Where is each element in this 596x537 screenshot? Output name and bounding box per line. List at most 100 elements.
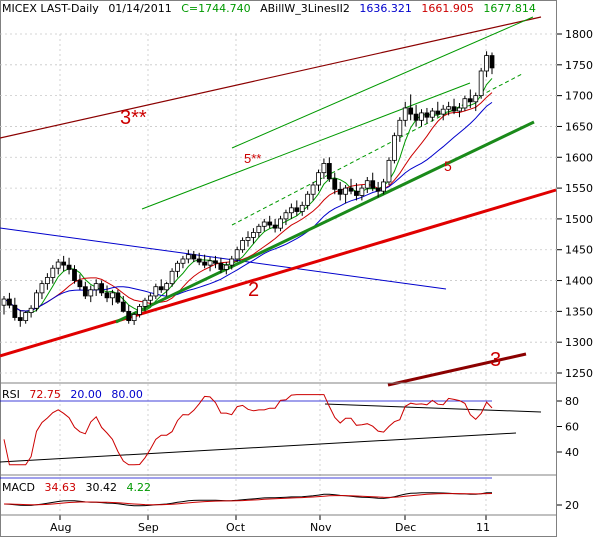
candle-body (39, 283, 45, 294)
price-tick-label: 1250 (565, 367, 593, 380)
candle-body (12, 304, 18, 318)
candle-body (120, 301, 126, 312)
candle-body (213, 260, 218, 264)
candle-body (408, 107, 414, 115)
price-tick-label: 1450 (565, 244, 593, 257)
candle-body (180, 258, 186, 264)
candle-body (185, 254, 191, 260)
header-ind-value-green: 1677.814 (483, 2, 536, 15)
candle-body (457, 107, 462, 112)
candle-body (321, 163, 327, 174)
moving-average-lines (3, 78, 493, 314)
candle-body (126, 310, 132, 322)
candle-body (256, 225, 262, 233)
candle-body (93, 283, 99, 291)
price-tick-label: 1300 (565, 336, 593, 349)
candle-body (175, 262, 180, 272)
candle-body (229, 258, 235, 266)
rsi-trend-line-lower (0, 432, 517, 463)
candle-body (435, 110, 441, 115)
candle-body (294, 207, 300, 212)
x-axis-labels: Aug Sep Oct Nov Dec 11 (50, 34, 490, 534)
rsi-axis-labels: 40 60 80 (557, 395, 579, 459)
price-tick-label: 1750 (565, 59, 593, 72)
annotation-3stars: 3** (120, 107, 147, 129)
candle-body (110, 292, 115, 299)
candle-body (326, 163, 332, 180)
rsi-value: 72.75 (29, 388, 61, 401)
candle-body (316, 172, 321, 186)
candle-body (343, 187, 349, 195)
rsi-label: RSI (2, 388, 20, 401)
header-ind-value-red: 1661.905 (421, 2, 474, 15)
candle-body (104, 292, 110, 299)
rsi-tick-label: 80 (565, 395, 579, 408)
candle-body (1, 298, 7, 306)
candle-body (462, 98, 468, 109)
price-tick-label: 1550 (565, 182, 593, 195)
candle-body (23, 312, 29, 322)
candle-body (381, 181, 386, 192)
macd-v3: 4.22 (126, 481, 151, 494)
candle-body (82, 286, 88, 297)
x-tick-label: Nov (310, 521, 332, 534)
ma-green (3, 78, 493, 314)
price-tick-label: 1400 (565, 275, 593, 288)
candle-body (142, 299, 148, 307)
candle-body (299, 204, 305, 212)
rsi-lower: 20.00 (70, 388, 102, 401)
price-tick-label: 1800 (565, 28, 593, 41)
candle-body (17, 317, 23, 322)
candle-body (451, 106, 457, 112)
annotation-5: 5 (444, 158, 452, 174)
candle-body (169, 270, 175, 285)
candle-body (370, 180, 376, 189)
candle-body (267, 221, 273, 226)
candle-body (240, 240, 245, 251)
x-tick-label: Oct (226, 521, 246, 534)
candle-body (72, 269, 77, 281)
candle-body (489, 55, 495, 69)
candle-body (196, 258, 202, 263)
rsi-panel (0, 394, 542, 466)
rsi-trend-line-upper (324, 403, 542, 413)
channel-upper-green (231, 16, 534, 149)
candle-body (272, 224, 278, 229)
candle-body (348, 187, 354, 192)
candle-body (278, 218, 283, 229)
x-tick-label: Sep (138, 521, 159, 534)
candle-body (429, 110, 435, 118)
price-bars (1, 51, 495, 327)
candle-body (164, 283, 170, 291)
svg-text:MACD 34.63 30.42 4: MACD 34.63 30.42 4.22 (2, 481, 151, 494)
candle-body (473, 95, 479, 103)
price-tick-label: 1600 (565, 151, 593, 164)
x-tick-label: 11 (476, 521, 490, 534)
candle-body (55, 261, 61, 269)
candle-body (77, 280, 83, 288)
trend-line-5-green-thick (115, 120, 535, 324)
candle-body (131, 314, 137, 322)
candle-body (364, 180, 370, 189)
candle-body (245, 236, 251, 241)
candle-body (375, 187, 381, 192)
candle-body (354, 190, 359, 196)
header-ind-value-blue: 1636.321 (359, 2, 412, 15)
candle-body (359, 187, 365, 196)
channel-mid-dashed (231, 73, 523, 226)
header-close: C=1744.740 (181, 2, 250, 15)
candle-body (424, 112, 430, 118)
header-symbol: MICEX LAST-Daily (2, 2, 99, 15)
candle-body (402, 107, 408, 121)
candle-body (223, 264, 229, 270)
macd-v2: 30.42 (85, 481, 117, 494)
candle-body (218, 262, 224, 270)
candle-body (332, 178, 338, 190)
candle-body (147, 295, 153, 301)
candle-body (251, 232, 256, 238)
candle-body (440, 108, 446, 115)
candle-body (115, 292, 121, 303)
candle-body (66, 264, 72, 270)
candle-body (44, 277, 50, 285)
candle-body (137, 306, 142, 315)
